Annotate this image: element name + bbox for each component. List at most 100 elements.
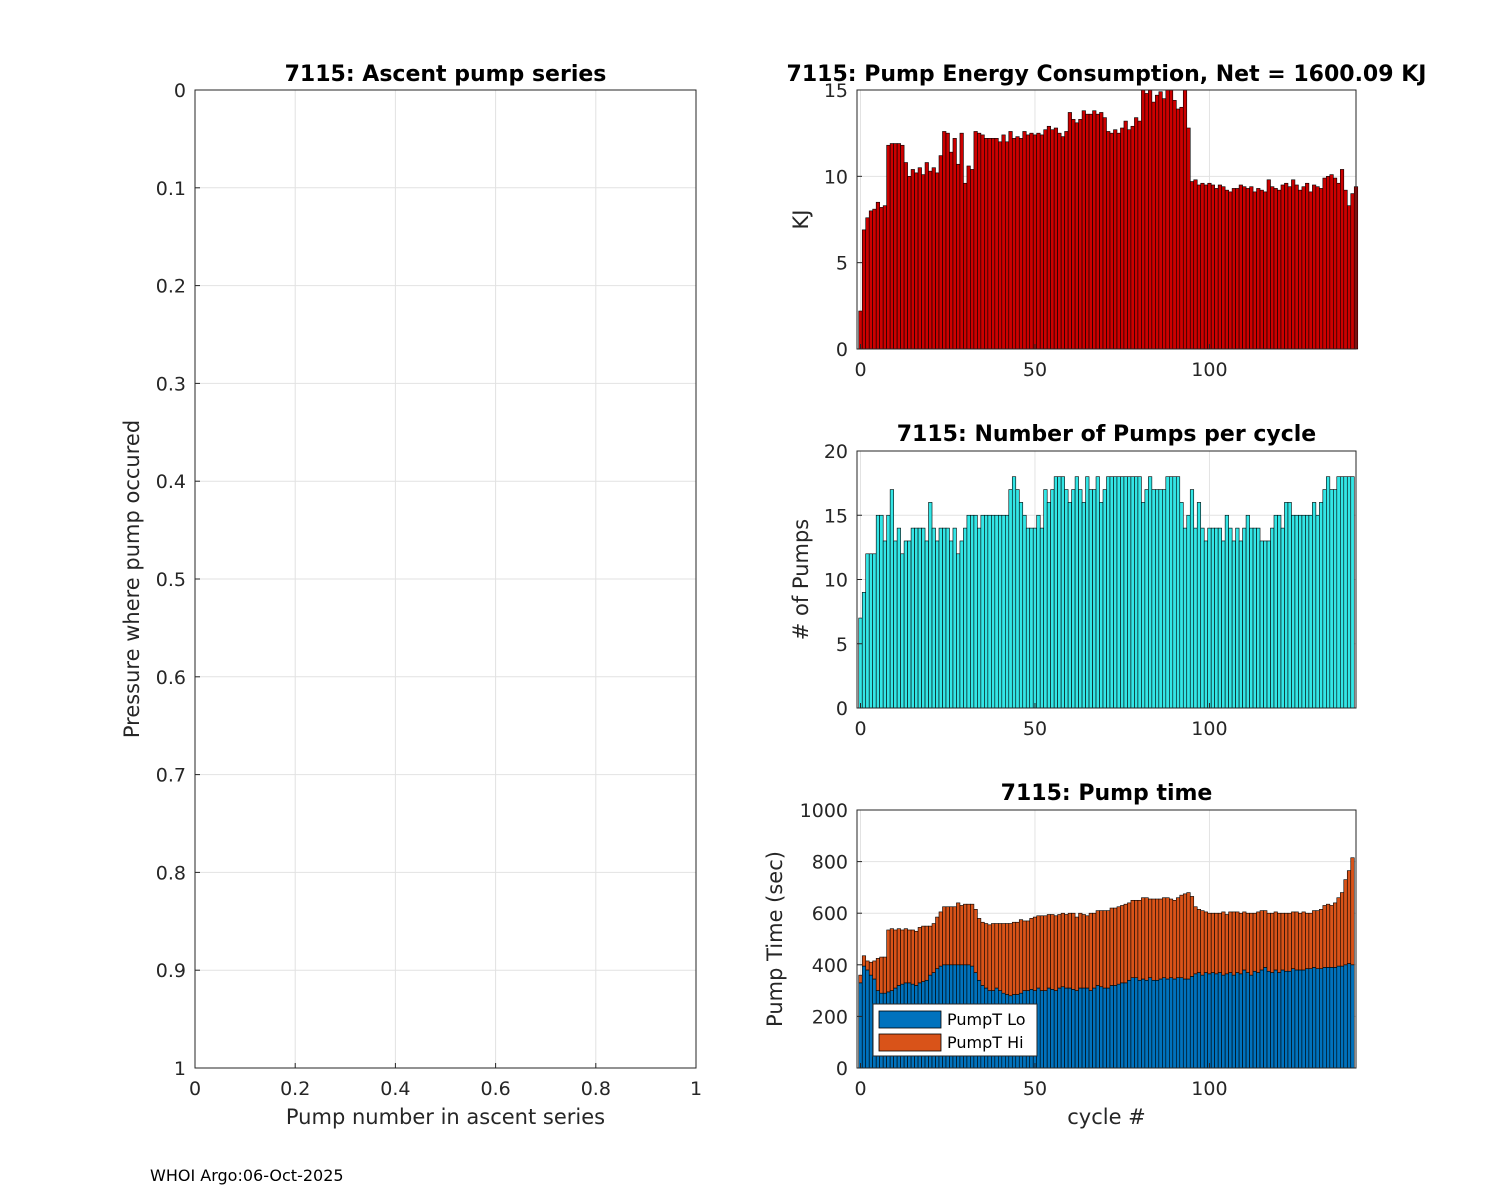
ascent-y-tick-label: 0.2 [156,276,186,298]
time-bar-lo [1252,970,1257,1069]
time-bar-hi [963,903,968,966]
pumps-bar [1172,476,1177,709]
energy-y-tick-label: 0 [836,339,848,361]
energy-bar [1081,110,1086,350]
pumps-bar [1221,540,1226,709]
time-bar-lo [1064,987,1069,1069]
time-bar-hi [1312,910,1317,968]
time-bar-hi [1336,897,1341,967]
energy-bar [1169,89,1174,350]
energy-y-tick-label: 5 [836,253,848,275]
time-bar-hi [1015,921,1020,995]
time-bar-hi [1165,897,1170,980]
energy-bar [1301,186,1306,350]
pumps-bar [1193,527,1198,709]
time-bar-hi [896,928,901,986]
energy-bar [893,143,898,350]
time-bar-hi [1326,903,1331,968]
pumps-bar [959,540,964,709]
time-bar-hi [931,923,936,973]
energy-bar [1203,184,1208,350]
time-bar-lo [1339,965,1345,1069]
energy-bar [1291,179,1296,350]
time-bar-hi [1032,916,1038,991]
energy-bar [889,143,894,350]
time-bar-hi [1053,915,1058,991]
energy-bar [1025,134,1031,350]
pumps-bar [1050,489,1055,709]
energy-bar [903,162,908,350]
ascent-y-axis-label: Pressure where pump occured [120,420,144,738]
time-bar-hi [1273,911,1278,971]
energy-bar [1043,129,1048,350]
pumps-bar [1305,514,1310,709]
energy-bar [1186,127,1191,350]
time-bar-lo [1172,978,1177,1069]
time-bar-hi [907,929,912,984]
pumps-bar [1350,476,1355,709]
time-bar-hi [1214,912,1219,975]
time-bar-hi [1109,907,1114,986]
time-bar-hi [1308,912,1313,969]
energy-bar [1249,186,1254,350]
energy-bar [1127,129,1132,350]
ascent-x-tick-label: 1 [690,1078,702,1100]
energy-ticks: 0 50 100 0 5 10 15 [824,80,1228,381]
pumps-y-tick-label: 0 [836,698,848,720]
energy-bar [1242,186,1247,350]
pumps-bar [1018,502,1024,709]
energy-bar [1238,184,1243,350]
time-bars [858,857,1355,1069]
time-bar-hi [1025,920,1031,991]
time-bar-lo [1287,970,1292,1069]
pumps-bar [1270,527,1275,709]
time-bar-hi [1270,912,1275,973]
energy-x-tick-label: 50 [1023,359,1047,381]
energy-bar [1259,189,1264,350]
ascent-y-tick-label: 0.4 [156,471,186,493]
time-bar-hi [991,923,996,991]
time-bar-hi [949,906,954,966]
time-bar-lo [1221,974,1226,1069]
time-bar-hi [900,929,905,985]
time-bar-hi [1284,912,1289,972]
energy-bar [966,165,971,350]
pumps-bar [1102,489,1107,709]
pumps-bar [900,553,905,709]
time-bar-lo [1144,979,1149,1069]
time-bar-lo [1228,972,1233,1069]
pumps-bar [1067,502,1072,709]
energy-bar [931,167,936,350]
pumps-bar [1155,489,1160,709]
ascent-x-tick-label: 0.8 [581,1078,611,1100]
time-bar-lo [1102,987,1107,1069]
time-bar-lo [1088,990,1093,1069]
pumps-bar [1085,476,1090,709]
pumps-bar [1022,514,1027,709]
time-x-tick-label: 0 [854,1078,866,1100]
energy-bar [1141,89,1146,350]
pumps-bar [1326,476,1331,709]
time-bar-lo [1081,987,1086,1069]
time-bar-lo [1186,978,1191,1069]
energy-bar [1036,132,1041,350]
pumps-bar [1203,540,1208,709]
pumps-bar [952,527,957,709]
energy-bar [924,162,929,350]
ascent-y-tick-label: 0.5 [156,569,186,591]
pumps-bar [970,514,975,709]
pumps-bar [1339,476,1345,709]
time-bar-hi [1350,857,1355,966]
time-bar-hi [1116,906,1121,985]
pumps-bar [1109,476,1114,709]
time-bar-lo [1071,989,1076,1069]
time-bar-hi [1301,911,1306,971]
energy-bar [1287,186,1292,350]
pumps-bar [1207,527,1212,709]
ascent-chart-title: 7115: Ascent pump series [285,62,607,87]
time-bar-hi [861,955,867,967]
time-bar-hi [966,903,971,966]
time-bar-lo [1266,970,1271,1069]
pumps-bar [1186,514,1191,709]
time-bar-lo [865,969,870,1069]
